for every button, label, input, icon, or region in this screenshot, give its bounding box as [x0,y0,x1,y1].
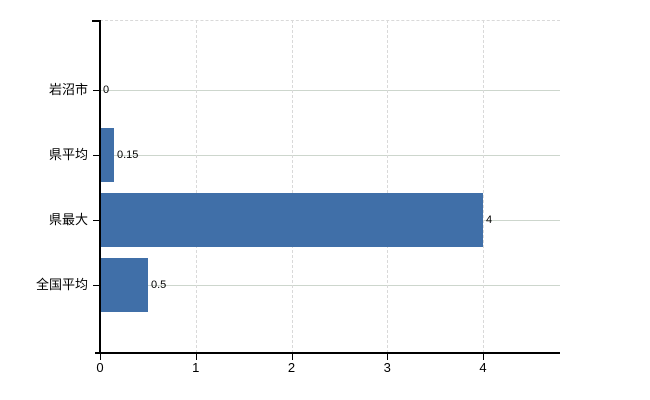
horizontal-gridline [100,155,560,156]
category-label: 全国平均 [35,277,88,292]
y-axis-top-tick [92,20,100,22]
x-axis-tick [387,354,389,360]
y-axis-tick [93,155,99,156]
horizontal-gridline [100,285,560,286]
value-label: 4 [486,214,493,226]
y-axis-tick [93,285,99,286]
x-tick-label: 1 [192,360,200,375]
vertical-gridline [195,20,197,353]
x-tick-label: 2 [287,360,296,375]
y-axis-line [99,20,101,354]
x-axis-tick [100,354,101,360]
x-axis-tick [195,354,197,360]
x-axis-tick [483,354,484,360]
x-tick-label: 4 [479,360,487,375]
x-tick-label: 0 [96,360,104,375]
bar [100,128,114,182]
category-label: 県平均 [48,147,88,162]
x-axis-tick [291,354,293,360]
plot-top-border [100,20,560,21]
x-tick-label: 3 [383,360,391,375]
y-axis-tick [93,90,99,91]
vertical-gridline [387,20,389,353]
category-label: 県最大 [48,212,88,227]
category-label: 岩沼市 [48,82,88,97]
vertical-gridline [483,20,484,353]
horizontal-gridline [100,90,560,91]
y-axis-tick [93,220,99,221]
value-label: 0 [103,84,110,96]
value-label: 0.5 [151,279,167,291]
bar [100,193,483,247]
x-axis-line [95,352,560,354]
vertical-gridline [291,20,293,353]
bar [100,258,148,312]
value-label: 0.15 [117,149,139,161]
